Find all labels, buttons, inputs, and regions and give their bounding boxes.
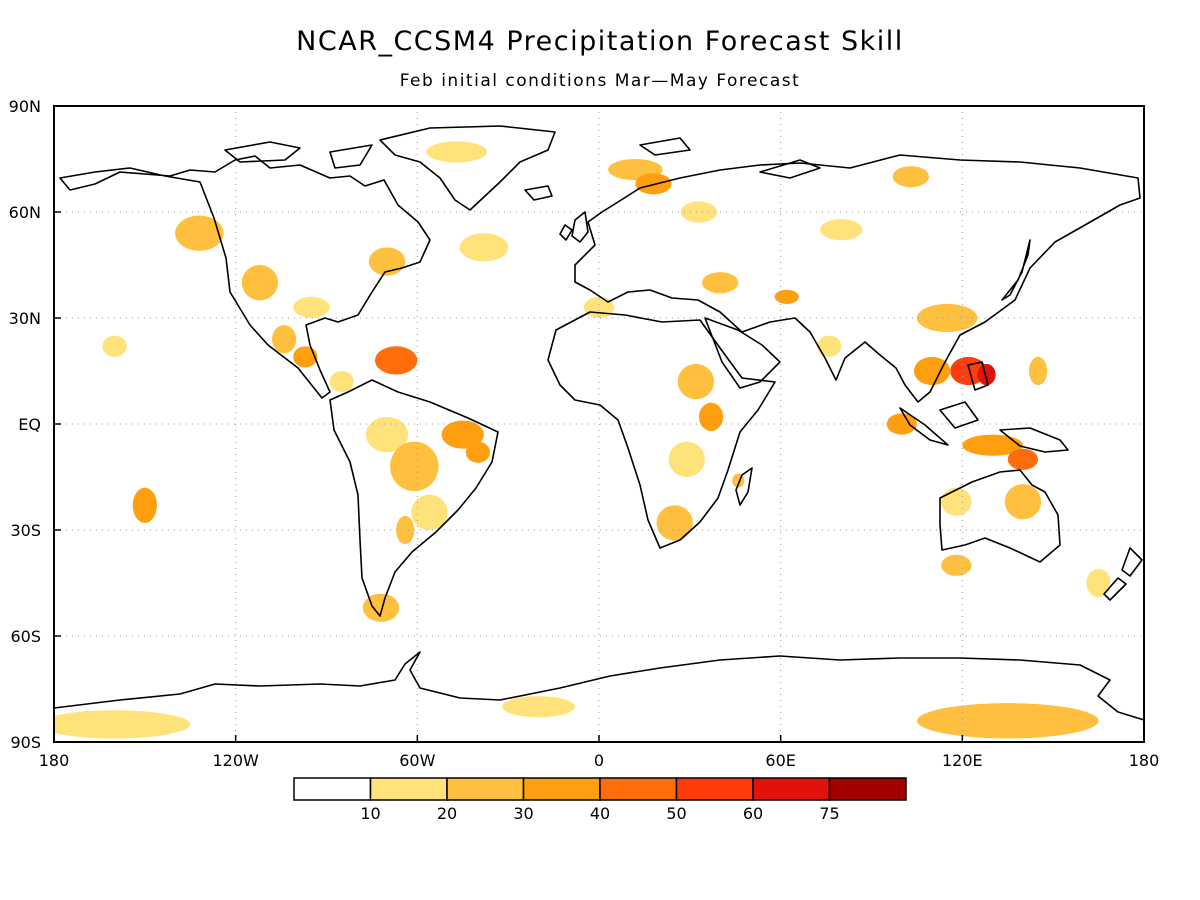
colorbar-swatch: [369, 777, 448, 801]
coastline-british-isles: [559, 211, 589, 243]
skill-region-30: [817, 335, 842, 357]
skill-region-33: [950, 356, 987, 386]
skill-region-37: [916, 303, 978, 333]
coastline-layer: [54, 125, 1144, 721]
coastline-eurasia: [574, 154, 1141, 403]
coastline-south-america: [329, 379, 499, 617]
skill-region-1: [426, 141, 487, 163]
coastline-japan: [1001, 239, 1031, 301]
coastline-se-asia-islands: [899, 361, 1069, 453]
map-subtitle: Feb initial conditions Mar—May Forecast: [399, 71, 801, 91]
skill-region-9: [374, 346, 418, 375]
colorbar-label: 60: [743, 804, 763, 823]
colorbar-swatch: [522, 777, 601, 801]
skill-region-21: [680, 201, 718, 223]
colorbar-swatch: [828, 777, 907, 801]
skill-region-5: [272, 325, 297, 354]
skill-region-35: [913, 356, 951, 386]
y-tick-label: 30N: [9, 309, 41, 328]
skill-region-45: [916, 703, 1099, 739]
skill-region-3: [241, 265, 279, 301]
y-tick-label: 60S: [10, 627, 41, 646]
skill-region-11: [132, 487, 157, 523]
skill-region-34: [977, 363, 996, 386]
coastline-greenland: [379, 125, 556, 211]
map-title: NCAR_CCSM4 Precipitation Forecast Skill: [296, 26, 904, 57]
y-tick-label: EQ: [18, 415, 41, 434]
skill-region-36: [1028, 356, 1048, 386]
colorbar-swatch: [446, 777, 525, 801]
colorbar-label: 10: [360, 804, 380, 823]
colorbar-label: 30: [513, 804, 533, 823]
skill-region-16: [411, 494, 448, 530]
skill-region-43: [941, 554, 972, 576]
x-tick-label: 120E: [942, 751, 983, 770]
skill-region-22: [701, 272, 739, 294]
skill-region-25: [677, 363, 715, 400]
skill-region-17: [396, 515, 415, 545]
colorbar-swatch: [752, 777, 831, 801]
coastline-iceland: [524, 185, 553, 201]
coastline-madagascar: [735, 467, 753, 506]
skill-region-2: [175, 215, 224, 251]
skill-region-12: [365, 416, 409, 453]
skill-region-28: [656, 505, 693, 541]
skill-region-42: [1004, 484, 1042, 520]
skill-region-23: [774, 289, 799, 304]
skill-region-10: [102, 335, 127, 357]
skill-region-7: [329, 371, 354, 393]
x-tick-label: 180: [1129, 751, 1160, 770]
skill-region-13: [390, 441, 439, 492]
skill-region-40: [1007, 448, 1039, 470]
skill-region-8: [368, 247, 406, 276]
colorbar-swatch: [293, 777, 372, 801]
skill-region-26: [698, 402, 724, 432]
skill-region-4: [293, 296, 330, 318]
colorbar-label: 40: [590, 804, 610, 823]
x-tick-label: 60W: [399, 751, 435, 770]
skill-region-47: [502, 696, 575, 718]
coastline-africa: [547, 311, 776, 549]
y-tick-label: 30S: [10, 521, 41, 540]
y-tick-label: 90S: [10, 733, 41, 752]
colorbar-label: 75: [819, 804, 839, 823]
x-tick-label: 0: [594, 751, 604, 770]
skill-region-18: [362, 593, 400, 622]
x-tick-label: 120W: [212, 751, 259, 770]
skill-region-39: [962, 434, 1023, 456]
skill-region-44: [1086, 568, 1111, 598]
skill-region-0: [459, 233, 509, 262]
skill-region-6: [293, 346, 318, 368]
x-tick-label: 60E: [765, 751, 795, 770]
map-gridlines: [54, 106, 1144, 742]
skill-region-15: [465, 441, 490, 463]
skill-region-27: [668, 441, 705, 478]
y-tick-label: 90N: [9, 97, 41, 116]
x-tick-label: 180: [39, 751, 70, 770]
skill-region-14: [441, 420, 484, 449]
skill-region-38: [886, 413, 917, 435]
skill-fill-layer: [54, 141, 1111, 739]
skill-region-31: [820, 219, 863, 241]
skill-region-46: [54, 710, 191, 739]
colorbar-legend: 10 20 30 40 50 60 75: [293, 777, 907, 823]
skill-region-20: [635, 173, 672, 195]
colorbar-swatch: [675, 777, 754, 801]
coastline-arctic-islands: [224, 137, 821, 179]
coastline-new-zealand: [1103, 547, 1143, 601]
coastline-antarctica: [54, 651, 1144, 721]
skill-region-24: [583, 296, 615, 318]
skill-region-41: [941, 487, 972, 516]
colorbar-swatch: [599, 777, 678, 801]
coastline-north-america: [59, 155, 431, 399]
skill-region-32: [892, 166, 930, 188]
coastline-arabia: [704, 317, 781, 389]
coastline-australia: [939, 469, 1061, 563]
colorbar-label: 20: [437, 804, 457, 823]
y-tick-label: 60N: [9, 203, 41, 222]
colorbar-label: 50: [666, 804, 686, 823]
